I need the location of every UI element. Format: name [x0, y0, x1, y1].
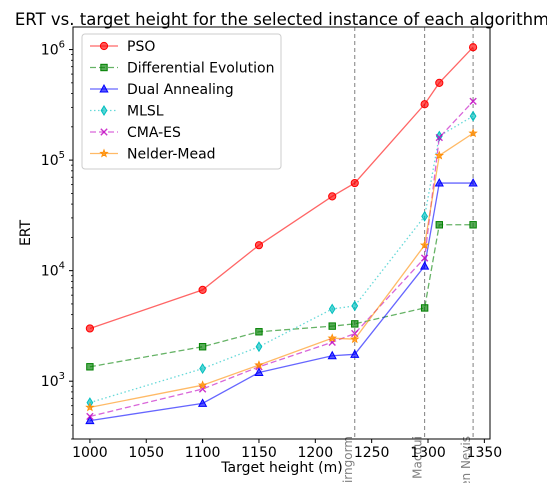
data-point [434, 178, 444, 187]
data-point [328, 322, 336, 330]
data-point [255, 328, 263, 336]
x-axis-label: Target height (m) [220, 460, 342, 476]
legend: PSO Differential Evolution Dual Annealing M… [81, 33, 282, 170]
series-layer [85, 43, 478, 425]
data-point [435, 133, 443, 142]
legend-label: PSO [127, 39, 155, 55]
y-tick-label: 103 [41, 371, 65, 390]
data-point [198, 343, 207, 351]
data-point [85, 415, 95, 425]
data-point [469, 110, 477, 122]
legend-box [81, 33, 282, 170]
legend-item: CMA-ES [90, 125, 181, 141]
data-point [254, 241, 264, 250]
data-point [421, 210, 429, 222]
data-point [469, 221, 477, 229]
legend-item: Nelder-Mead [90, 147, 216, 163]
data-point [435, 78, 444, 87]
x-tick-label: 1350 [467, 445, 503, 461]
data-point [85, 402, 95, 412]
x-tick-label: 1050 [128, 445, 164, 461]
data-point [255, 341, 263, 353]
legend-marker [100, 63, 108, 72]
data-point [197, 380, 208, 390]
legend-marker [100, 105, 108, 116]
data-point [420, 254, 429, 262]
data-point [328, 192, 337, 201]
data-point [197, 398, 208, 407]
series [86, 221, 477, 371]
data-point [419, 240, 430, 250]
data-point [350, 334, 360, 344]
data-point [254, 367, 264, 376]
data-point [434, 150, 444, 160]
series-line [89, 182, 474, 422]
series-line [89, 100, 474, 418]
annotations: Cairngorm Ben Macdui Ben Nevis [341, 27, 474, 483]
annotation-label: Ben Nevis [459, 436, 473, 483]
data-point [199, 363, 206, 375]
legend-marker [100, 128, 108, 136]
data-point [86, 412, 94, 421]
legend-item: Dual Annealing [90, 82, 234, 98]
data-point [351, 300, 359, 312]
y-tick-label: 104 [41, 261, 65, 280]
data-point [327, 350, 337, 360]
data-point [469, 97, 477, 106]
x-axis: 1000 1050 1100 1150 1200 1250 1300 1350 [72, 439, 502, 461]
legend-label: Nelder-Mead [127, 147, 216, 163]
series [85, 178, 478, 425]
x-tick-label: 1000 [72, 445, 108, 461]
legend-marker [99, 148, 109, 158]
series [85, 128, 478, 412]
data-point [327, 333, 337, 343]
x-tick-label: 1150 [241, 445, 277, 461]
data-point [468, 43, 478, 52]
data-point [419, 261, 430, 270]
legend-label: MLSL [127, 104, 164, 120]
legend-item: PSO [90, 39, 155, 55]
data-point [254, 360, 264, 370]
annotation-label: Ben Macdui [411, 436, 425, 483]
legend-label: Differential Evolution [127, 61, 274, 77]
plot-frame [72, 26, 491, 440]
data-point [420, 100, 429, 109]
annotation-label: Cairngorm [341, 436, 355, 483]
legend-item: Differential Evolution [90, 61, 274, 77]
data-point [435, 221, 443, 229]
x-tick-label: 1200 [297, 445, 333, 461]
data-point [351, 320, 359, 328]
y-axis-label: ERT [18, 220, 34, 247]
x-tick-label: 1100 [185, 445, 221, 461]
y-axis: 103 104 105 106 [41, 40, 73, 440]
series-line [89, 46, 474, 330]
data-point [328, 303, 336, 315]
data-point [85, 324, 95, 333]
x-tick-label: 1300 [410, 445, 446, 461]
legend-marker [99, 83, 109, 93]
legend-label: CMA-ES [127, 125, 181, 141]
data-point [468, 178, 478, 187]
x-tick-label: 1250 [354, 445, 390, 461]
y-tick-label: 105 [41, 150, 65, 169]
series-line [89, 115, 474, 404]
data-point [198, 285, 207, 294]
series [85, 43, 478, 333]
series-line [89, 224, 474, 368]
data-point [350, 349, 360, 358]
y-tick-label: 106 [41, 40, 65, 59]
legend-label: Dual Annealing [127, 82, 234, 98]
series-line [89, 132, 474, 408]
data-point [468, 128, 478, 138]
chart-title: ERT vs. target height for the selected i… [15, 10, 547, 29]
series [86, 110, 477, 409]
legend-marker [99, 41, 109, 51]
data-point [350, 178, 359, 188]
data-point [420, 304, 429, 312]
data-point [86, 363, 94, 371]
legend-item: MLSL [90, 104, 164, 120]
